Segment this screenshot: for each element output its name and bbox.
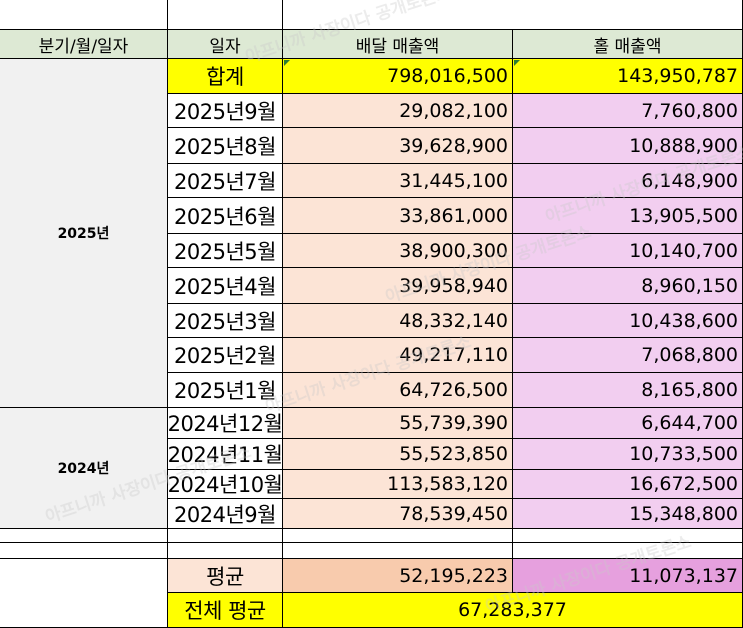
- hall-sales-cell[interactable]: 8,165,800: [513, 373, 743, 408]
- hall-sales-cell[interactable]: 16,672,500: [513, 470, 743, 499]
- total-label[interactable]: 합계: [168, 59, 283, 94]
- blank-cell[interactable]: [283, 543, 513, 559]
- cell-top-cd[interactable]: [283, 0, 743, 30]
- delivery-sales-cell[interactable]: 55,739,390: [283, 408, 513, 439]
- delivery-sales-cell[interactable]: 113,583,120: [283, 470, 513, 499]
- delivery-sales-cell[interactable]: 38,900,300: [283, 234, 513, 268]
- blank-cell[interactable]: [0, 543, 168, 559]
- cell-top-b[interactable]: [168, 0, 283, 30]
- delivery-sales-cell[interactable]: 29,082,100: [283, 94, 513, 128]
- month-cell[interactable]: 2025년1월: [168, 373, 283, 408]
- blank-cell[interactable]: [168, 543, 283, 559]
- cell-top-a[interactable]: [0, 0, 168, 30]
- average-label[interactable]: 평균: [168, 559, 283, 593]
- year-cell-2025[interactable]: 2025년: [0, 59, 168, 408]
- hall-sales-cell[interactable]: 10,888,900: [513, 128, 743, 164]
- month-cell[interactable]: 2025년3월: [168, 304, 283, 338]
- delivery-sales-cell[interactable]: 33,861,000: [283, 198, 513, 234]
- blank-cell[interactable]: [283, 529, 513, 543]
- blank-cell[interactable]: [168, 529, 283, 543]
- hall-sales-cell[interactable]: 10,140,700: [513, 234, 743, 268]
- header-delivery-sales[interactable]: 배달 매출액: [283, 30, 513, 59]
- month-cell[interactable]: 2025년6월: [168, 198, 283, 234]
- month-cell[interactable]: 2024년12월: [168, 408, 283, 439]
- month-cell[interactable]: 2025년5월: [168, 234, 283, 268]
- delivery-sales-cell[interactable]: 78,539,450: [283, 499, 513, 529]
- average-blank-a[interactable]: [0, 559, 168, 628]
- hall-sales-cell[interactable]: 7,068,800: [513, 338, 743, 373]
- average-hall[interactable]: 11,073,137: [513, 559, 743, 593]
- delivery-sales-cell[interactable]: 31,445,100: [283, 164, 513, 198]
- delivery-sales-cell[interactable]: 49,217,110: [283, 338, 513, 373]
- header-hall-sales[interactable]: 홀 매출액: [513, 30, 743, 59]
- average-delivery[interactable]: 52,195,223: [283, 559, 513, 593]
- cell-note-marker: [284, 60, 290, 66]
- delivery-sales-cell[interactable]: 48,332,140: [283, 304, 513, 338]
- month-cell[interactable]: 2024년11월: [168, 439, 283, 470]
- month-cell[interactable]: 2024년9월: [168, 499, 283, 529]
- hall-sales-cell[interactable]: 7,760,800: [513, 94, 743, 128]
- hall-sales-cell[interactable]: 6,644,700: [513, 408, 743, 439]
- total-hall[interactable]: 143,950,787: [513, 59, 743, 94]
- delivery-sales-cell[interactable]: 39,958,940: [283, 268, 513, 304]
- blank-cell[interactable]: [0, 529, 168, 543]
- month-cell[interactable]: 2024년10월: [168, 470, 283, 499]
- hall-sales-cell[interactable]: 10,733,500: [513, 439, 743, 470]
- month-cell[interactable]: 2025년9월: [168, 94, 283, 128]
- year-cell-2024[interactable]: 2024년: [0, 408, 168, 529]
- month-cell[interactable]: 2025년8월: [168, 128, 283, 164]
- month-cell[interactable]: 2025년7월: [168, 164, 283, 198]
- hall-sales-cell[interactable]: 15,348,800: [513, 499, 743, 529]
- header-quarter-month-date[interactable]: 분기/월/일자: [0, 30, 168, 59]
- delivery-sales-cell[interactable]: 55,523,850: [283, 439, 513, 470]
- delivery-sales-cell[interactable]: 64,726,500: [283, 373, 513, 408]
- blank-cell[interactable]: [513, 529, 743, 543]
- delivery-sales-cell[interactable]: 39,628,900: [283, 128, 513, 164]
- cell-note-marker: [514, 60, 520, 66]
- month-cell[interactable]: 2025년4월: [168, 268, 283, 304]
- hall-sales-cell[interactable]: 8,960,150: [513, 268, 743, 304]
- overall-average-value[interactable]: 67,283,377: [283, 593, 743, 628]
- total-delivery-value: 798,016,500: [387, 65, 508, 87]
- hall-sales-cell[interactable]: 6,148,900: [513, 164, 743, 198]
- total-delivery[interactable]: 798,016,500: [283, 59, 513, 94]
- hall-sales-cell[interactable]: 10,438,600: [513, 304, 743, 338]
- month-cell[interactable]: 2025년2월: [168, 338, 283, 373]
- blank-cell[interactable]: [513, 543, 743, 559]
- header-date[interactable]: 일자: [168, 30, 283, 59]
- hall-sales-cell[interactable]: 13,905,500: [513, 198, 743, 234]
- total-hall-value: 143,950,787: [617, 65, 738, 87]
- overall-average-label[interactable]: 전체 평균: [168, 593, 283, 628]
